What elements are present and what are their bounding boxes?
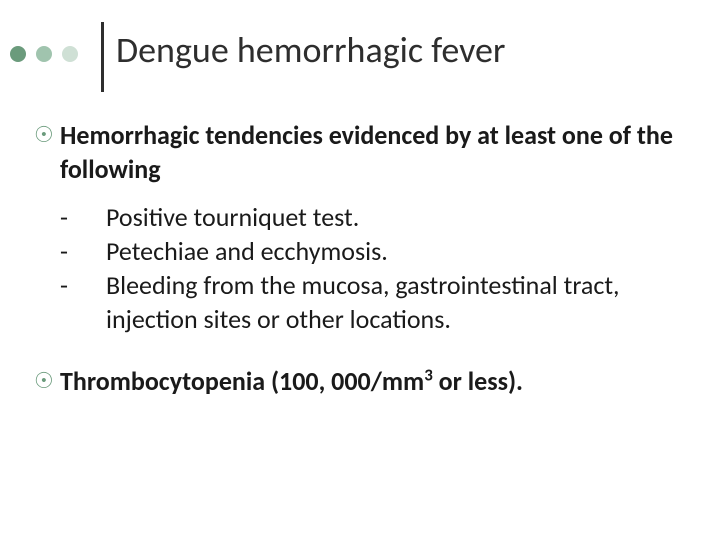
- dash-mark: -: [60, 234, 106, 268]
- vertical-divider: [101, 22, 104, 92]
- dot-icon: [62, 46, 78, 62]
- bullet-item: ☉ Hemorrhagic tendencies evidenced by at…: [34, 118, 686, 186]
- bullet-item: ☉ Thrombocytopenia (100, 000/mm3 or less…: [34, 364, 686, 398]
- sub-bullet-item: - Bleeding from the mucosa, gastrointest…: [60, 268, 686, 336]
- dot-icon: [36, 46, 52, 62]
- dash-mark: -: [60, 200, 106, 234]
- slide-body: ☉ Hemorrhagic tendencies evidenced by at…: [34, 118, 686, 412]
- slide-header: Dengue hemorrhagic fever: [0, 22, 720, 92]
- slide-title: Dengue hemorrhagic fever: [116, 28, 505, 72]
- decorative-dots: [10, 46, 78, 62]
- slide: Dengue hemorrhagic fever ☉ Hemorrhagic t…: [0, 0, 720, 540]
- bullet-mark-icon: ☉: [34, 364, 60, 398]
- superscript: 3: [424, 364, 433, 385]
- sub-bullet-text: Bleeding from the mucosa, gastrointestin…: [106, 268, 686, 336]
- bullet-text-post: or less).: [433, 365, 523, 397]
- bullet-text: Hemorrhagic tendencies evidenced by at l…: [60, 118, 686, 186]
- spacer: [34, 336, 686, 364]
- sub-bullet-item: - Positive tourniquet test.: [60, 200, 686, 234]
- dot-icon: [10, 46, 26, 62]
- sub-bullet-item: - Petechiae and ecchymosis.: [60, 234, 686, 268]
- sub-bullet-text: Positive tourniquet test.: [106, 200, 686, 234]
- dash-mark: -: [60, 268, 106, 302]
- bullet-text-pre: Thrombocytopenia (100, 000/mm: [60, 365, 424, 397]
- bullet-mark-icon: ☉: [34, 118, 60, 152]
- bullet-text: Thrombocytopenia (100, 000/mm3 or less).: [60, 364, 523, 398]
- sub-bullet-text: Petechiae and ecchymosis.: [106, 234, 686, 268]
